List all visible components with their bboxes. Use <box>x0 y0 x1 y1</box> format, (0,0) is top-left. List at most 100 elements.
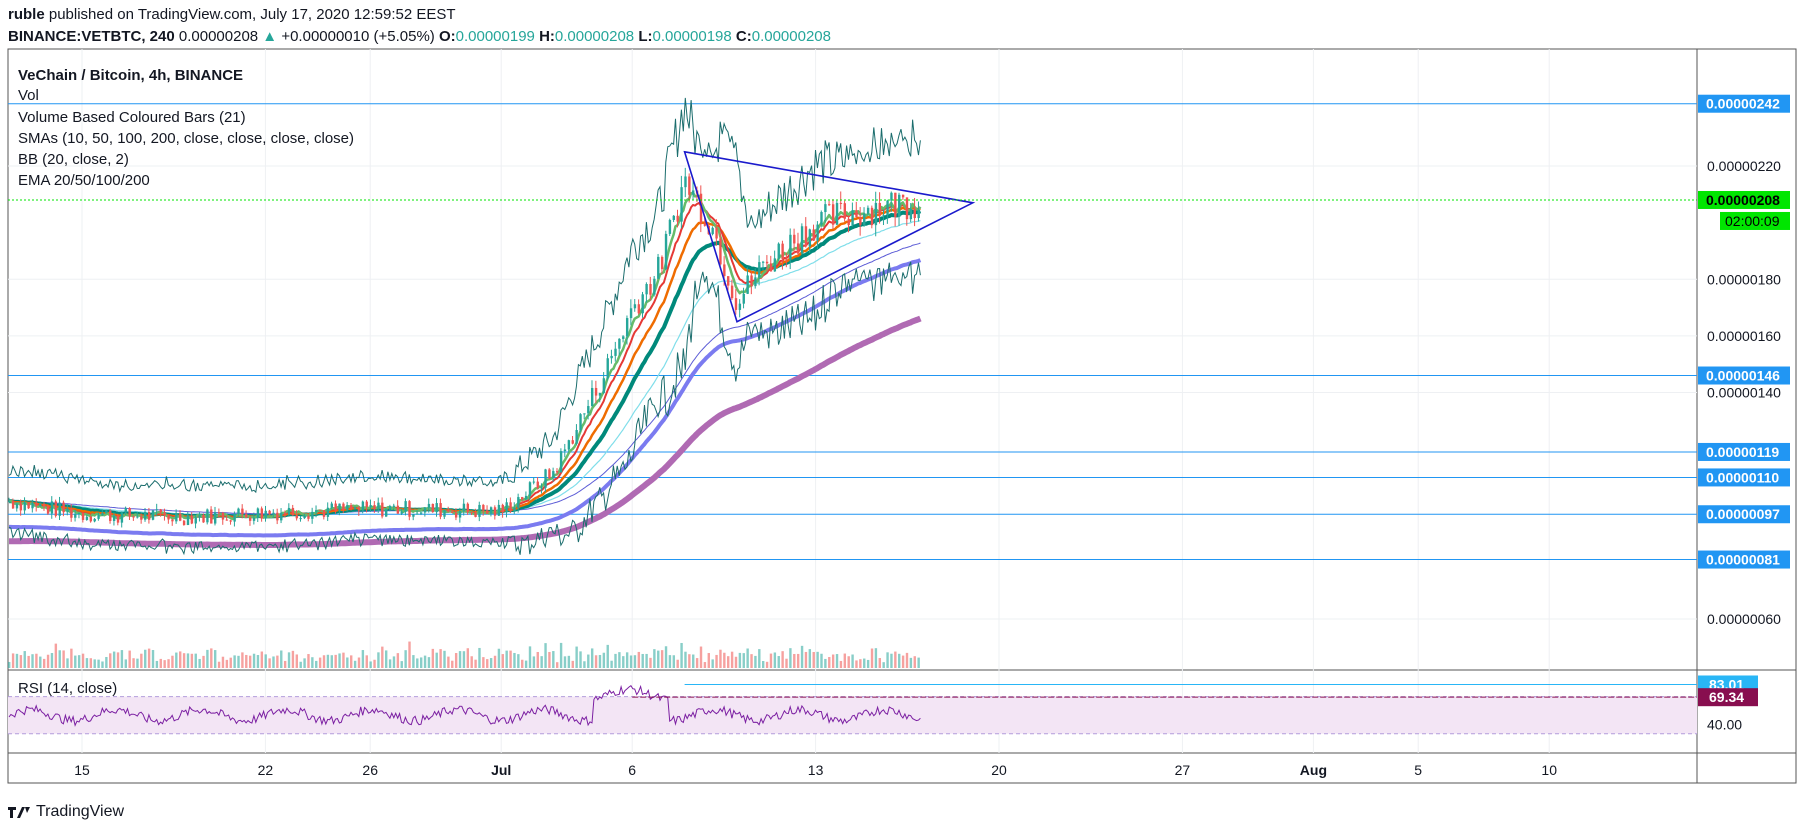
candle-body <box>641 294 644 314</box>
candle-body <box>548 469 551 479</box>
candle-body <box>664 233 668 270</box>
low-label: L: <box>638 28 653 45</box>
volume-bar <box>723 652 726 668</box>
candle-body <box>882 215 885 217</box>
volume-bar <box>789 648 792 668</box>
candle-body <box>890 192 893 201</box>
candle-body <box>342 503 345 511</box>
volume-bar <box>381 646 384 668</box>
candle-body <box>27 502 30 509</box>
candle-body <box>303 516 306 519</box>
volume-bar <box>46 654 50 668</box>
level-tag-label-2: 0.00000119 <box>1706 444 1779 460</box>
volume-bar <box>754 655 757 668</box>
volume-bar <box>105 656 108 668</box>
volume-bar <box>19 655 23 668</box>
volume-bar <box>668 655 672 668</box>
volume-bar <box>136 658 139 668</box>
volume-bar <box>225 659 229 668</box>
volume-bar <box>882 662 885 668</box>
volume-bar <box>486 659 489 668</box>
volume-bar <box>280 650 283 668</box>
volume-bar <box>35 653 38 668</box>
candle-body <box>563 449 567 452</box>
candle-body <box>241 508 244 515</box>
volume-bar <box>163 660 166 668</box>
volume-bar <box>532 656 536 668</box>
volume-bar <box>326 654 330 668</box>
candle-body <box>859 217 862 225</box>
candle-body <box>847 218 850 226</box>
volume-bar <box>120 650 124 668</box>
candle-body <box>109 510 112 521</box>
volume-bar <box>85 658 89 668</box>
volume-bar <box>715 654 718 668</box>
candle-body <box>478 504 481 517</box>
volume-bar <box>206 649 209 668</box>
volume-bar <box>229 657 232 668</box>
close-label: C: <box>735 28 752 45</box>
candle-body <box>431 503 435 513</box>
volume-bar <box>392 656 396 668</box>
candle-body <box>46 506 50 514</box>
volume-bar <box>404 650 407 668</box>
volume-bar <box>264 654 267 668</box>
candle-body <box>637 304 641 314</box>
last-price-label: 0.00000208 <box>1706 192 1780 208</box>
candle-body <box>225 519 229 521</box>
candle-body <box>140 516 143 520</box>
footer-brand[interactable]: TradingView <box>8 803 124 821</box>
candle-body <box>412 514 415 517</box>
time-tick-label-10: 10 <box>1541 762 1557 778</box>
candle-body <box>874 202 878 226</box>
candle-body <box>19 503 23 511</box>
volume-bar <box>39 656 42 668</box>
sma-green-line <box>8 191 922 521</box>
volume-bar <box>645 653 648 668</box>
bb-upper-line <box>8 97 921 494</box>
candle-body <box>575 430 578 444</box>
volume-bar <box>618 652 621 668</box>
volume-bar <box>816 651 819 668</box>
candle-body <box>353 507 357 510</box>
volume-bar <box>824 658 827 668</box>
candle-body <box>190 515 194 524</box>
candle-body <box>307 516 310 519</box>
volume-bar <box>8 661 11 668</box>
volume-bar <box>256 655 260 668</box>
candle-body <box>439 503 442 517</box>
volume-bar <box>847 656 850 668</box>
symbol-label: BINANCE:VETBTC, 240 <box>8 28 175 45</box>
candle-body <box>660 256 664 270</box>
time-tick-label-4: 6 <box>628 762 636 778</box>
high-value: 0.00000208 <box>554 28 635 45</box>
volume-bar <box>859 659 862 668</box>
volume-bar <box>493 655 497 668</box>
volume-bar <box>719 649 722 668</box>
volume-bar <box>23 651 26 668</box>
candle-body <box>66 508 69 513</box>
last-price: 0.00000208 <box>178 28 259 45</box>
volume-bar <box>796 653 800 668</box>
candle-body <box>684 176 687 188</box>
candle-body <box>590 387 594 407</box>
candle-body <box>276 512 279 521</box>
candle-body <box>85 516 89 520</box>
candle-body <box>855 210 858 218</box>
price-tick-label-2: 0.00000160 <box>1707 328 1781 344</box>
volume-bar <box>482 657 485 668</box>
candle-body <box>917 209 920 219</box>
candle-body <box>260 508 264 519</box>
candle-body <box>182 520 186 526</box>
candle-body <box>754 277 757 287</box>
candle-body <box>419 512 423 514</box>
volume-bar <box>505 650 508 668</box>
candle-body <box>268 510 271 515</box>
volume-bar <box>633 655 637 668</box>
candle-body <box>602 378 606 393</box>
volume-bar <box>521 659 524 668</box>
candle-body <box>676 215 679 222</box>
volume-bar <box>606 644 609 668</box>
volume-bar <box>552 651 555 668</box>
